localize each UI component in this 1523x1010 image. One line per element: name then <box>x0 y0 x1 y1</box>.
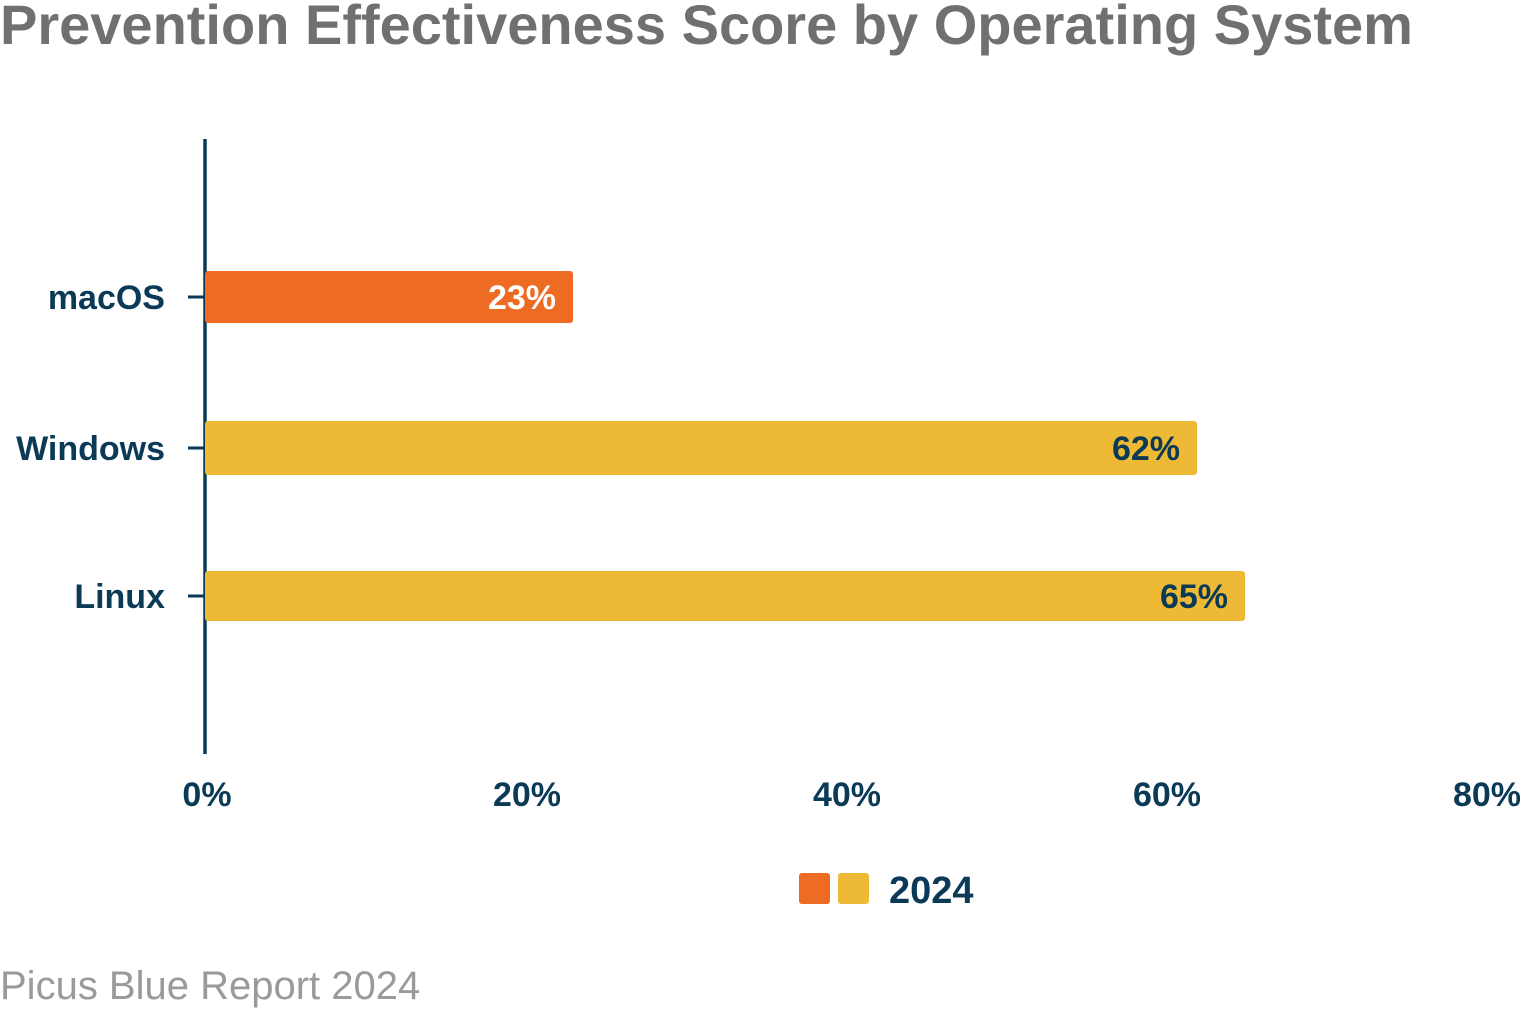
x-tick-label-60: 60% <box>1133 776 1201 814</box>
legend: 2024 <box>799 870 974 912</box>
category-label-linux: Linux <box>74 578 165 616</box>
chart-title: Prevention Effectiveness Score by Operat… <box>0 0 1413 56</box>
bars <box>205 271 1245 621</box>
data-label-macos: 23% <box>488 279 556 317</box>
data-labels: 23% 62% 65% <box>488 279 1228 616</box>
legend-swatch-yellow <box>838 873 869 904</box>
bar-linux <box>205 571 1245 621</box>
legend-swatch-orange <box>799 873 830 904</box>
x-tick-labels: 0% 20% 40% 60% 80% <box>182 776 1521 814</box>
category-label-macos: macOS <box>48 279 165 317</box>
category-labels: macOS Windows Linux <box>16 279 165 616</box>
data-label-linux: 65% <box>1160 578 1228 616</box>
x-tick-label-20: 20% <box>493 776 561 814</box>
data-label-windows: 62% <box>1112 430 1180 468</box>
source-caption: Picus Blue Report 2024 <box>0 964 420 1008</box>
legend-label: 2024 <box>889 870 974 912</box>
x-tick-label-40: 40% <box>813 776 881 814</box>
x-tick-label-80: 80% <box>1453 776 1521 814</box>
x-tick-label-0: 0% <box>182 776 231 814</box>
bar-windows <box>205 421 1197 475</box>
category-label-windows: Windows <box>16 430 165 468</box>
bar-macos <box>205 271 573 323</box>
